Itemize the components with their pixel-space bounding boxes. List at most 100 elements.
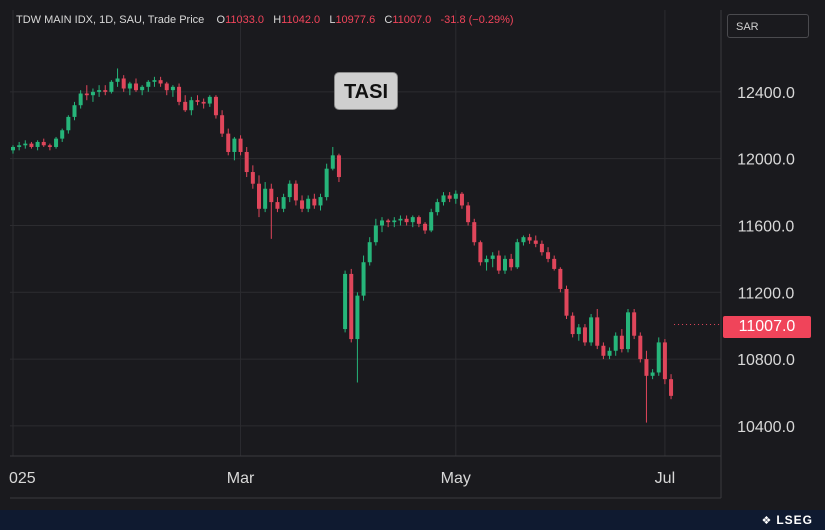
lseg-wordmark: LSEG [776, 513, 813, 527]
ohlc-header: TDW MAIN IDX, 1D, SAU, Trade Price O1103… [16, 14, 514, 26]
candle [496, 250, 501, 274]
candle [349, 268, 354, 343]
candle-body-down [404, 218, 409, 223]
candle-body-up [392, 220, 397, 223]
candle [546, 247, 551, 263]
candle-body-up [484, 258, 489, 263]
candle-body-up [613, 335, 618, 351]
candle [644, 350, 649, 423]
candle [183, 95, 188, 112]
x-tick-label: May [441, 470, 471, 487]
candle-body-down [601, 345, 606, 356]
candle [656, 337, 661, 376]
close-value: 11007.0 [392, 14, 432, 26]
candle-body-down [164, 83, 169, 91]
candle [521, 235, 526, 246]
price-axis: 12400.0 12000.0 11600.0 11200.0 10800.0 10400… [737, 85, 795, 436]
candle-body-down [121, 78, 126, 89]
y-tick-label: 10800.0 [737, 352, 795, 369]
candle-body-up [78, 93, 83, 106]
candle-body-up [11, 146, 15, 151]
candle [373, 218, 378, 246]
candle [613, 332, 618, 356]
y-tick-label: 11200.0 [738, 285, 795, 302]
candle-body-up [115, 78, 120, 82]
candle [564, 285, 569, 320]
candle-body-down [416, 217, 421, 224]
candle [257, 175, 261, 218]
candle-body-down [496, 255, 501, 271]
candle-body-down [386, 220, 391, 223]
candle-body-down [447, 195, 452, 199]
candle [134, 78, 138, 92]
candle-body-down [177, 86, 182, 102]
footer-bar: ❖ LSEG [0, 510, 825, 530]
change-value: -31.8 (−0.29%) [440, 14, 514, 26]
candle [312, 193, 317, 209]
candle [404, 215, 409, 226]
candle-body-up [17, 145, 22, 147]
candle [343, 270, 348, 333]
currency-selector[interactable]: SAR [727, 14, 809, 38]
candle-body-down [582, 327, 587, 343]
open-value: 11033.0 [225, 14, 265, 26]
candle-body-down [564, 288, 569, 316]
high-value: 11042.0 [281, 14, 321, 26]
open-label: O [216, 14, 226, 26]
candle-body-down [84, 93, 89, 96]
candle-body-down [103, 90, 108, 92]
candle-body-up [330, 155, 335, 169]
candle-body-down [546, 252, 551, 259]
candle [109, 80, 114, 94]
candle-body-up [263, 188, 268, 209]
candle [66, 115, 71, 134]
candle-body-up [207, 96, 212, 104]
candle-body-down [226, 133, 231, 152]
candle [558, 267, 563, 293]
candle [263, 182, 268, 213]
candle-body-up [490, 255, 495, 259]
candle-body-up [589, 317, 594, 343]
time-axis: 025 Mar May Jul [9, 470, 675, 487]
candle-body-up [23, 143, 28, 146]
candle-body-down [570, 315, 575, 335]
candle-body-down [250, 172, 255, 184]
candle-body-up [380, 220, 384, 226]
candle-body-down [220, 115, 225, 134]
candle-body-up [650, 372, 655, 376]
candle [509, 253, 514, 271]
candle [441, 192, 446, 206]
candle [503, 255, 507, 274]
candle [447, 192, 452, 203]
candle [607, 347, 612, 360]
close-label: C [384, 14, 393, 26]
x-tick-label: Jul [655, 470, 675, 487]
candle [269, 183, 274, 239]
candle [662, 339, 667, 385]
candle-body-down [195, 100, 200, 102]
candle-body-up [109, 81, 114, 92]
candle [97, 85, 102, 97]
candle [152, 76, 157, 87]
candle-body-down [336, 155, 341, 178]
candle-body-down [293, 183, 298, 201]
candle [539, 240, 544, 256]
candle [392, 217, 397, 228]
candle [207, 95, 212, 107]
candle [466, 202, 471, 226]
y-tick-label: 10400.0 [737, 419, 795, 436]
candle [386, 218, 391, 228]
lseg-logo: ❖ LSEG [761, 513, 813, 527]
candle [632, 309, 637, 340]
candle-body-up [373, 225, 378, 243]
candle-body-down [134, 83, 138, 91]
candle-body-up [189, 100, 194, 111]
candle [244, 146, 249, 178]
candle-body-down [632, 312, 637, 336]
candle-body-up [429, 212, 434, 231]
candle [238, 135, 243, 156]
candles [11, 68, 721, 423]
candle-body-down [244, 151, 249, 173]
